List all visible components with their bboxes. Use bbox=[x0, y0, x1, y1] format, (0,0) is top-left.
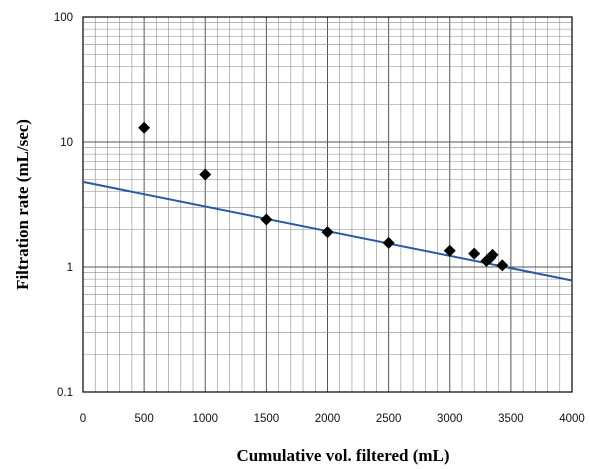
x-tick-label: 3000 bbox=[437, 413, 463, 425]
grid-lines bbox=[82, 17, 573, 393]
x-axis-title: Cumulative vol. filtered (mL) bbox=[236, 446, 449, 465]
x-tick-label: 1500 bbox=[254, 413, 280, 425]
x-tick-labels: 0 500 1000 1500 2000 2500 3000 3500 4000 bbox=[80, 413, 585, 425]
data-points bbox=[138, 121, 509, 272]
y-axis-title: Filtration rate (mL/sec) bbox=[13, 119, 32, 290]
y-tick-label: 1 bbox=[67, 262, 73, 274]
data-point bbox=[382, 236, 395, 249]
data-point bbox=[496, 259, 509, 272]
x-tick-label: 2500 bbox=[376, 413, 402, 425]
x-tick-label: 3500 bbox=[498, 413, 524, 425]
data-point bbox=[321, 226, 334, 239]
y-tick-label: 0.1 bbox=[57, 387, 73, 399]
x-tick-label: 0 bbox=[80, 413, 86, 425]
y-tick-labels: 0.1 1 10 100 bbox=[54, 12, 73, 399]
y-tick-label: 100 bbox=[54, 12, 73, 24]
data-point bbox=[260, 213, 273, 226]
data-point bbox=[443, 244, 456, 257]
data-point bbox=[199, 168, 212, 181]
x-tick-label: 500 bbox=[135, 413, 154, 425]
data-point bbox=[486, 248, 499, 261]
x-tick-label: 2000 bbox=[315, 413, 341, 425]
data-point bbox=[138, 121, 151, 134]
plot-frame bbox=[82, 16, 573, 393]
x-tick-label: 1000 bbox=[192, 413, 218, 425]
x-tick-label: 4000 bbox=[559, 413, 585, 425]
y-tick-label: 10 bbox=[60, 137, 73, 149]
data-point bbox=[468, 247, 481, 260]
